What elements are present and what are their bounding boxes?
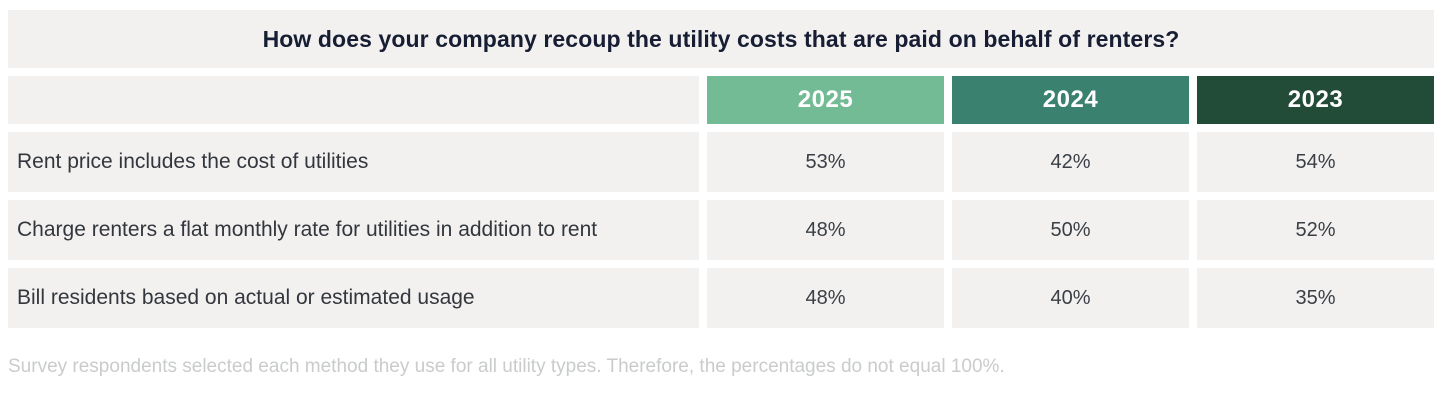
- header-spacer-cell: [8, 76, 699, 124]
- title-band: How does your company recoup the utility…: [8, 10, 1434, 68]
- value-row2-2023: 52%: [1197, 200, 1434, 260]
- figure-title: How does your company recoup the utility…: [262, 25, 1180, 52]
- row-label-bill-residents-usage: Bill residents based on actual or estima…: [8, 268, 699, 328]
- survey-table: 2025 2024 2023 Rent price includes the c…: [8, 76, 1434, 328]
- value-row1-2025: 53%: [707, 132, 944, 192]
- header-year-2024: 2024: [952, 76, 1189, 124]
- value-row2-2024: 50%: [952, 200, 1189, 260]
- footnote: Survey respondents selected each method …: [8, 356, 1005, 377]
- row-label-rent-price-includes: Rent price includes the cost of utilitie…: [8, 132, 699, 192]
- value-row2-2025: 48%: [707, 200, 944, 260]
- value-row3-2024: 40%: [952, 268, 1189, 328]
- value-row1-2023: 54%: [1197, 132, 1434, 192]
- row-label-flat-monthly-rate: Charge renters a flat monthly rate for u…: [8, 200, 699, 260]
- value-row3-2023: 35%: [1197, 268, 1434, 328]
- header-year-2025: 2025: [707, 76, 944, 124]
- header-year-2023: 2023: [1197, 76, 1434, 124]
- value-row3-2025: 48%: [707, 268, 944, 328]
- value-row1-2024: 42%: [952, 132, 1189, 192]
